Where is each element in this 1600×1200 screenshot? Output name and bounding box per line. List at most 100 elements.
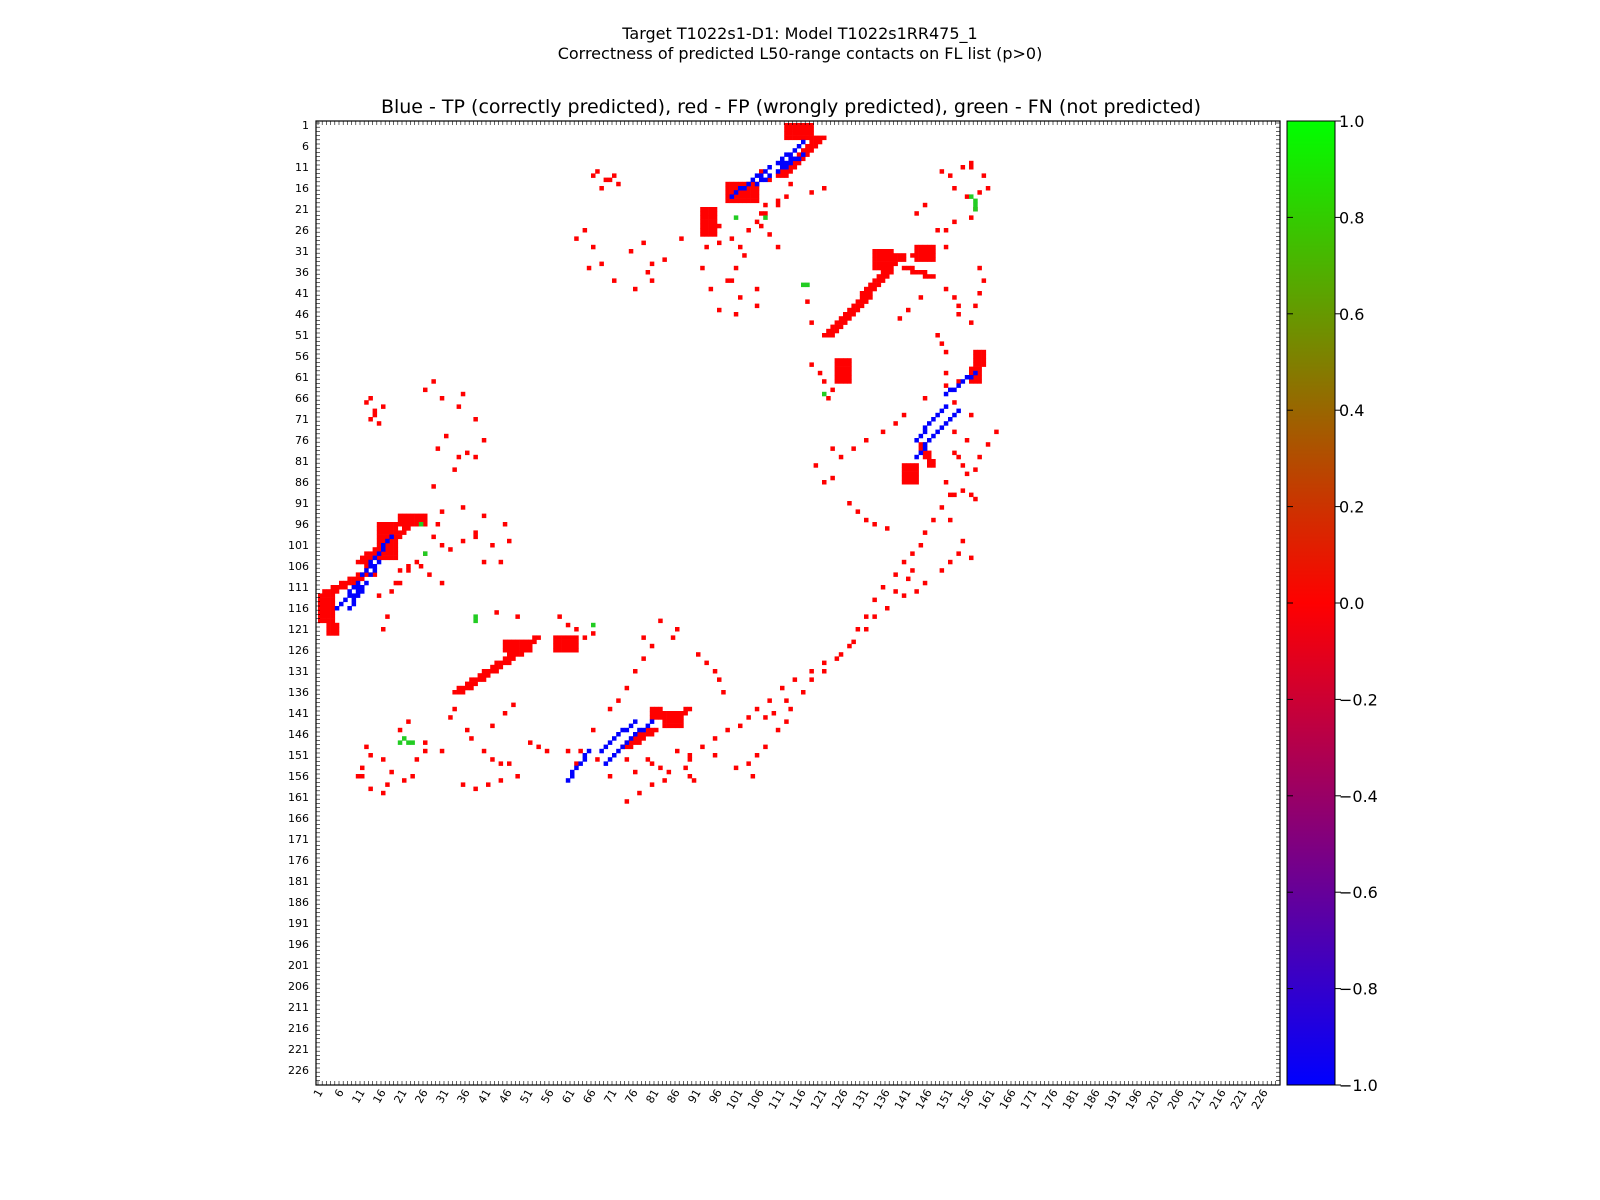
tp-cell (796, 156, 802, 162)
fp-cell (649, 782, 655, 787)
fp-cell (838, 362, 844, 367)
tp-cell (960, 379, 966, 384)
tp-cell (948, 417, 953, 422)
fp-cell (918, 270, 924, 275)
tp-cell (574, 765, 579, 771)
fp-cell (385, 522, 390, 527)
fp-cell (355, 559, 361, 565)
fp-cell (742, 190, 747, 195)
fp-cell (330, 614, 336, 619)
tp-cell (956, 408, 961, 414)
fp-cell (515, 643, 520, 649)
fp-cell (502, 639, 508, 645)
fp-cell (536, 744, 541, 750)
fp-cell (507, 643, 512, 649)
fp-cell (456, 454, 462, 460)
fp-cell (574, 639, 579, 645)
fp-cell (511, 639, 516, 645)
fp-cell (725, 727, 730, 733)
fp-cell (817, 139, 823, 145)
fp-cell (469, 736, 474, 741)
fp-cell (666, 723, 672, 729)
fp-cell (502, 660, 508, 666)
x-tick-label: 191 (1102, 1087, 1124, 1112)
tp-cell (759, 173, 764, 178)
fp-cell (738, 181, 743, 187)
fp-cell (754, 303, 760, 309)
x-tick-label: 141 (892, 1087, 914, 1112)
y-tick-label: 26 (295, 224, 309, 237)
fp-cell (355, 572, 361, 577)
fp-cell (574, 236, 579, 241)
y-tick-label: 151 (288, 749, 309, 762)
x-tick-labels: 1 6 11 16 21 26 31 36 41 46 51 56 61 66 71 76 81 86 91 96 10… (311, 1087, 1271, 1112)
fp-cell (704, 660, 709, 666)
fp-cell (960, 463, 966, 468)
fp-cell (574, 761, 579, 766)
fp-cell (704, 244, 709, 250)
fp-cell (864, 627, 869, 632)
fp-cell (809, 320, 814, 325)
fp-cell (876, 282, 882, 288)
fp-cell (729, 181, 735, 187)
x-tick-label: 181 (1060, 1087, 1082, 1112)
fp-cell (536, 635, 541, 640)
fp-cell (423, 513, 428, 519)
fp-cell (834, 379, 840, 384)
y-tick-label: 16 (295, 182, 309, 195)
fp-cell (515, 614, 520, 619)
x-tick-label: 166 (997, 1087, 1019, 1112)
fp-cell (935, 333, 940, 338)
fp-cell (389, 530, 394, 535)
fn-cell (805, 282, 810, 288)
x-tick-label: 1 (311, 1087, 326, 1100)
fp-cell (792, 165, 798, 170)
tp-cell (603, 761, 609, 766)
fp-cell (675, 627, 680, 632)
fp-cell (507, 660, 512, 666)
x-tick-label: 201 (1144, 1087, 1166, 1112)
fp-cell (901, 467, 907, 472)
fp-cell (494, 610, 499, 615)
colorbar-ticks: 1.0 0.8 0.6 0.4 0.2 0.0 −0.2 −0.4 −0.6 −0.8 −1.0 (1287, 112, 1378, 1095)
fp-cell (318, 597, 323, 603)
tp-cell (381, 547, 386, 552)
y-tick-label: 81 (295, 455, 309, 468)
fp-cell (830, 333, 835, 338)
fp-cell (738, 723, 743, 729)
fp-cell (733, 765, 739, 771)
fp-cell (977, 370, 982, 376)
fp-cell (645, 732, 651, 737)
fp-cell (465, 450, 470, 456)
fp-cell (389, 547, 394, 552)
fp-cell (427, 572, 432, 577)
fp-cell (574, 627, 579, 632)
fp-cell (410, 517, 415, 523)
fp-cell (364, 564, 369, 569)
fp-cell (847, 501, 852, 506)
fp-cell (847, 375, 852, 380)
fp-cell (372, 408, 378, 414)
fp-cell (393, 543, 399, 548)
fp-cell (565, 635, 571, 640)
tp-cell (355, 593, 361, 598)
y-tick-label: 166 (288, 812, 309, 825)
colorbar-tick-label: 0.6 (1339, 305, 1364, 324)
fp-cell (969, 370, 974, 376)
y-tick-label: 186 (288, 896, 309, 909)
fp-cell (813, 135, 819, 141)
fp-cell (906, 463, 911, 468)
fp-cell (334, 585, 340, 590)
fp-cell (859, 295, 865, 300)
fp-cell (906, 307, 911, 313)
fp-cell (515, 774, 520, 779)
fp-cell (683, 765, 688, 771)
fp-cell (759, 169, 764, 174)
fp-cell (927, 450, 932, 456)
fp-cell (792, 131, 798, 136)
fp-cell (864, 286, 869, 292)
fp-cell (318, 601, 323, 607)
tp-cell (376, 551, 382, 556)
fp-cell (364, 559, 369, 565)
tp-cell (612, 753, 617, 758)
